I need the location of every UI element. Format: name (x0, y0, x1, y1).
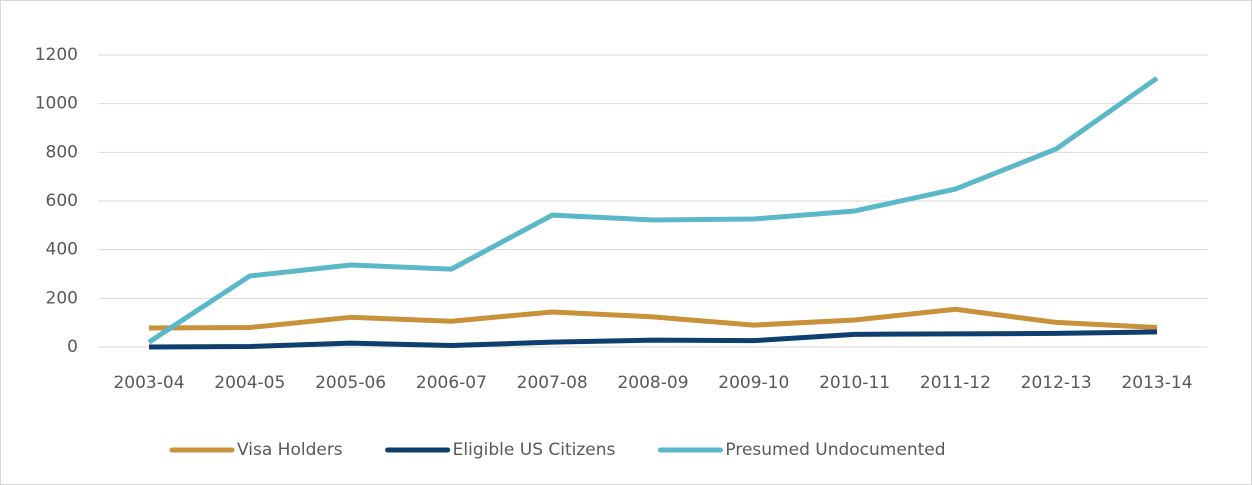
y-tick-label: 1200 (35, 45, 78, 65)
x-tick-label: 2011-12 (920, 373, 991, 393)
y-tick-label: 200 (46, 288, 78, 308)
x-tick-label: 2005-06 (315, 373, 386, 393)
x-tick-label: 2012-13 (1021, 373, 1092, 393)
y-tick-label: 600 (46, 191, 78, 211)
series-line (147, 76, 1159, 345)
y-tick-label: 0 (67, 337, 78, 357)
x-tick-label: 2004-05 (214, 373, 285, 393)
y-tick-label: 800 (46, 142, 78, 162)
x-tick-label: 2010-11 (819, 373, 890, 393)
x-tick-label: 2013-14 (1121, 373, 1192, 393)
x-tick-label: 2006-07 (416, 373, 487, 393)
y-tick-label: 1000 (35, 94, 78, 114)
series-line (148, 306, 1158, 331)
x-tick-label: 2009-10 (718, 373, 789, 393)
y-tick-label: 400 (46, 240, 78, 260)
legend-label: Eligible US Citizens (453, 440, 616, 460)
legend-label: Visa Holders (237, 440, 343, 460)
legend-label: Presumed Undocumented (725, 440, 945, 460)
x-tick-label: 2003-04 (113, 373, 184, 393)
x-tick-label: 2008-09 (617, 373, 688, 393)
x-tick-label: 2007-08 (517, 373, 588, 393)
series-line (148, 329, 1158, 350)
